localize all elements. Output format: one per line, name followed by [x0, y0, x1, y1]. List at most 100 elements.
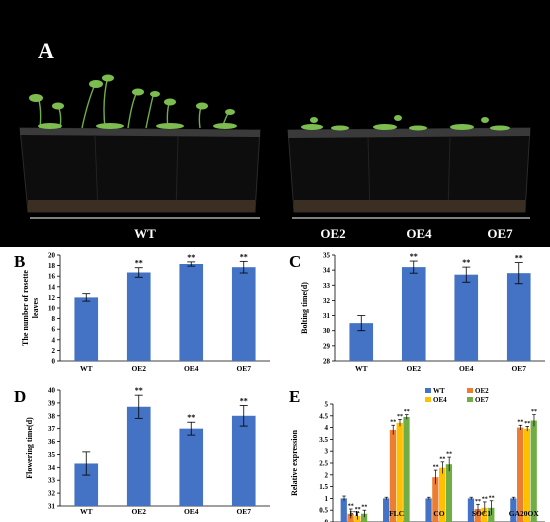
y-tick-label: 32	[48, 490, 56, 498]
group-label-oe7: OE7	[487, 226, 513, 241]
significance-label: **	[404, 409, 410, 415]
significance-label: **	[439, 456, 445, 462]
oe-pots	[287, 127, 531, 213]
y-tick-label: 2	[52, 347, 56, 355]
group-label-oe2: OE2	[320, 226, 345, 241]
bar-oe7-co	[445, 464, 453, 522]
y-tick-label: 35	[323, 252, 331, 260]
y-tick-label: 38	[48, 412, 56, 420]
x-tick-label: OE4	[459, 364, 474, 373]
group-label-wt: WT	[134, 226, 156, 241]
y-tick-label: 4	[52, 336, 56, 344]
y-tick-label: 36	[48, 438, 56, 446]
y-tick-label: 31	[323, 312, 331, 320]
significance-label: **	[433, 465, 439, 471]
y-tick-label: 37	[48, 425, 56, 433]
significance-label: **	[361, 505, 367, 511]
y-axis-label: Flowering time(d)	[25, 417, 34, 479]
bar-oe4	[179, 428, 204, 506]
bar-oe2	[126, 272, 151, 361]
significance-label: **	[187, 253, 195, 262]
y-tick-label: 34	[323, 267, 331, 275]
legend-label-oe4: OE4	[433, 396, 447, 404]
y-tick-label: 3	[325, 448, 329, 456]
significance-label: **	[475, 499, 481, 505]
panel-letter-c: C	[289, 252, 301, 271]
y-tick-label: 34	[48, 464, 56, 472]
significance-label: **	[517, 420, 523, 426]
bar-wt	[74, 297, 99, 361]
y-axis-label-line: leaves	[31, 298, 40, 318]
y-tick-label: 40	[48, 387, 56, 395]
y-tick-label: 2	[325, 471, 329, 479]
x-tick-label: OE2	[406, 364, 421, 373]
x-tick-label: CO	[433, 509, 444, 518]
bar-oe2-co	[432, 477, 439, 522]
y-tick-label: 8	[52, 315, 56, 323]
bar-oe7	[506, 273, 531, 361]
significance-label: **	[187, 413, 195, 422]
y-tick-label: 31	[48, 503, 56, 511]
legend-swatch-oe7	[467, 397, 473, 402]
y-tick-label: 5	[325, 401, 329, 409]
y-axis-label: The number of rosetteleaves	[21, 270, 40, 346]
x-tick-label: WT	[80, 364, 93, 373]
y-tick-label: 32	[323, 297, 331, 305]
bar-oe7-ft	[360, 513, 368, 522]
y-tick-label: 1.5	[319, 483, 328, 491]
plant-photo-panel: A	[0, 0, 550, 247]
y-tick-label: 35	[48, 451, 56, 459]
y-tick-label: 4.5	[319, 412, 328, 420]
x-tick-label: FT	[349, 509, 359, 518]
y-tick-label: 33	[323, 282, 331, 290]
y-tick-label: 39	[48, 399, 56, 407]
y-tick-label: 18	[48, 262, 56, 270]
significance-label: **	[482, 496, 488, 502]
y-tick-label: 16	[48, 273, 56, 281]
panel-letter-d: D	[14, 387, 26, 406]
significance-label: **	[462, 258, 470, 267]
panel-letter-e: E	[289, 387, 300, 406]
chart-d: D 31 32 33 34 35 36 37 38 39 40 Flowering time(d) WT…	[14, 386, 270, 516]
bar-wt-ga20ox	[510, 498, 517, 522]
bar-oe4-flc	[396, 422, 403, 522]
y-tick-label: 33	[48, 477, 56, 485]
y-tick-label: 0.5	[319, 507, 328, 515]
y-tick-label: 2.5	[319, 460, 328, 468]
x-tick-label: OE2	[131, 364, 146, 373]
y-axis-label-line: The number of rosette	[21, 270, 30, 346]
bar-wt	[74, 463, 99, 506]
legend-label-wt: WT	[433, 387, 445, 395]
significance-label: **	[489, 495, 495, 501]
significance-label: **	[390, 420, 396, 426]
bar-oe4-ga20ox	[523, 428, 531, 522]
y-tick-label: 29	[323, 342, 331, 350]
significance-label: **	[135, 386, 143, 395]
x-tick-label: OE2	[131, 507, 146, 516]
y-tick-label: 30	[323, 327, 331, 335]
x-tick-label: OE4	[184, 364, 199, 373]
y-tick-label: 3.5	[319, 436, 328, 444]
wt-leaves	[29, 74, 237, 129]
y-axis-label: Relative expression	[290, 430, 299, 496]
bar-wt-flc	[383, 498, 390, 522]
bar-oe4	[179, 264, 204, 361]
bar-oe7	[231, 267, 256, 361]
wt-pots	[19, 127, 261, 213]
oe-plants	[301, 115, 510, 131]
legend-swatch-oe2	[467, 388, 473, 393]
x-tick-label: GA20OX	[509, 509, 540, 518]
x-tick-label: WT	[80, 507, 93, 516]
significance-label: **	[240, 396, 248, 405]
bar-oe2-flc	[389, 429, 397, 522]
significance-label: **	[397, 414, 403, 420]
significance-label: **	[524, 421, 530, 427]
significance-label: **	[240, 252, 248, 261]
bar-oe2-soc1	[474, 509, 481, 522]
panel-letter-b: B	[14, 252, 25, 271]
bar-oe7-ga20ox	[530, 420, 537, 522]
bar-oe2	[401, 267, 426, 361]
chart-e: E 0 0.5 1 1.5 2 2.5 3 3.5 4 4.5 5 Relative expressio…	[289, 387, 545, 522]
y-tick-label: 14	[48, 283, 56, 291]
bar-oe4-co	[439, 467, 446, 522]
